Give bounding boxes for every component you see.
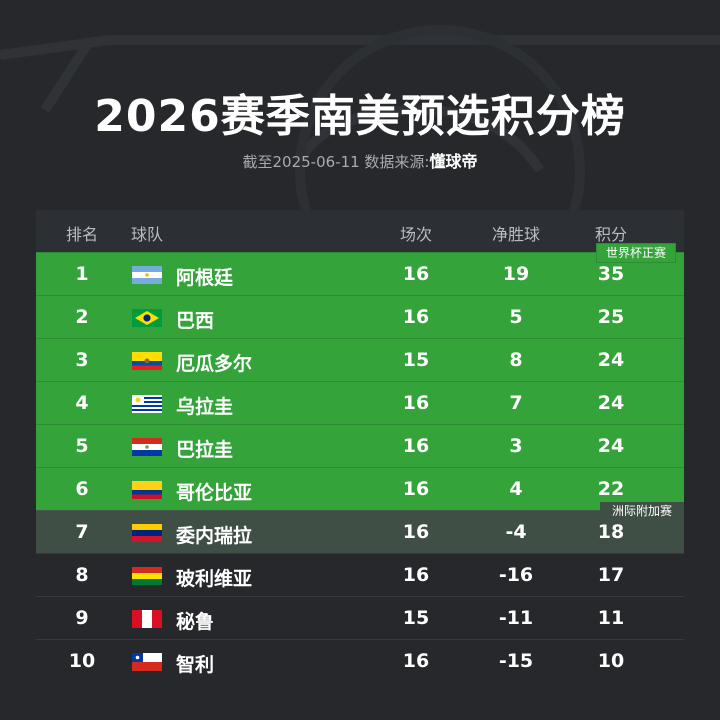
played-cell: 16 [402,392,430,414]
rank-cell: 10 [68,650,96,672]
header-played: 场次 [399,225,432,244]
played-cell: 15 [402,349,430,371]
played-cell: 16 [402,478,430,500]
goal-diff-cell: 3 [509,435,523,457]
table-row: 7 委内瑞拉 16 -4 18 [36,510,684,553]
brazil-flag [132,309,162,327]
goal-diff-cell: -16 [498,564,534,586]
table-row: 10 智利 16 -15 10 [36,639,684,682]
standings-table: 排名 球队 场次 净胜球 积分 1 阿根廷 16 19 35 2 巴西 16 5 25 3 厄瓜多尔 1… [36,210,684,682]
team-cell: 乌拉圭 [176,396,234,418]
points-cell: 35 [597,263,625,285]
rank-cell: 2 [75,306,89,328]
team-cell: 玻利维亚 [176,568,253,590]
rank-cell: 6 [75,478,89,500]
playoff-tag: 洲际附加赛 [600,502,684,520]
played-cell: 16 [402,306,430,328]
paraguay-flag [132,438,162,456]
table-row: 8 玻利维亚 16 -16 17 [36,553,684,596]
table-header: 排名 球队 场次 净胜球 积分 [36,210,684,252]
table-row: 3 厄瓜多尔 15 8 24 [36,338,684,381]
rank-cell: 3 [75,349,89,371]
rank-cell: 9 [75,607,89,629]
peru-flag [132,610,162,628]
ecuador-flag [132,352,162,370]
rank-cell: 5 [75,435,89,457]
header-rank: 排名 [65,225,98,244]
date-source-text: 截至2025-06-11 数据来源: [242,153,430,171]
goal-diff-cell: 8 [509,349,523,371]
page-subtitle: 截至2025-06-11 数据来源:懂球帝 [0,148,720,172]
table-row: 9 秘鲁 15 -11 11 [36,596,684,639]
goal-diff-cell: -15 [498,650,534,672]
header-points: 积分 [594,225,627,244]
goal-diff-cell: 4 [509,478,523,500]
header-team: 球队 [131,225,164,244]
header-goal-diff: 净胜球 [491,225,540,244]
table-row: 1 阿根廷 16 19 35 [36,252,684,295]
argentina-flag [132,266,162,284]
goal-diff-cell: 7 [509,392,523,414]
team-cell: 阿根廷 [176,267,234,289]
goal-diff-cell: -4 [505,521,527,543]
rank-cell: 8 [75,564,89,586]
points-cell: 25 [597,306,625,328]
played-cell: 16 [402,650,430,672]
table-row: 2 巴西 16 5 25 [36,295,684,338]
rank-cell: 1 [75,263,89,285]
uruguay-flag [132,395,162,413]
rank-cell: 7 [75,521,89,543]
team-cell: 巴西 [176,310,215,332]
played-cell: 16 [402,435,430,457]
team-cell: 秘鲁 [176,611,215,633]
played-cell: 16 [402,521,430,543]
points-cell: 18 [597,521,625,543]
points-cell: 10 [597,650,625,672]
played-cell: 16 [402,564,430,586]
points-cell: 24 [597,349,625,371]
team-cell: 智利 [176,654,215,676]
points-cell: 11 [597,607,625,629]
played-cell: 15 [402,607,430,629]
played-cell: 16 [402,263,430,285]
table-row: 4 乌拉圭 16 7 24 [36,381,684,424]
bolivia-flag [132,567,162,585]
team-cell: 厄瓜多尔 [176,353,253,375]
page-title: 2026赛季南美预选积分榜 [94,91,626,142]
table-row: 5 巴拉圭 16 3 24 [36,424,684,467]
colombia-flag [132,481,162,499]
points-cell: 17 [597,564,625,586]
goal-diff-cell: 5 [509,306,523,328]
brand-logo-text: 懂球帝 [429,152,478,171]
points-cell: 24 [597,435,625,457]
world-cup-tag: 世界杯正赛 [596,243,676,263]
rank-cell: 4 [75,392,89,414]
table-row: 6 哥伦比亚 16 4 22 [36,467,684,510]
points-cell: 22 [597,478,625,500]
team-cell: 巴拉圭 [176,439,234,461]
team-cell: 委内瑞拉 [176,525,253,547]
points-cell: 24 [597,392,625,414]
goal-diff-cell: 19 [502,263,530,285]
team-cell: 哥伦比亚 [176,482,253,504]
goal-diff-cell: -11 [498,607,534,629]
venezuela-flag [132,524,162,542]
table-body: 1 阿根廷 16 19 35 2 巴西 16 5 25 3 厄瓜多尔 15 8 24 4 乌拉圭 16 7 24 5 巴拉… [36,252,684,682]
chile-flag [132,653,162,671]
